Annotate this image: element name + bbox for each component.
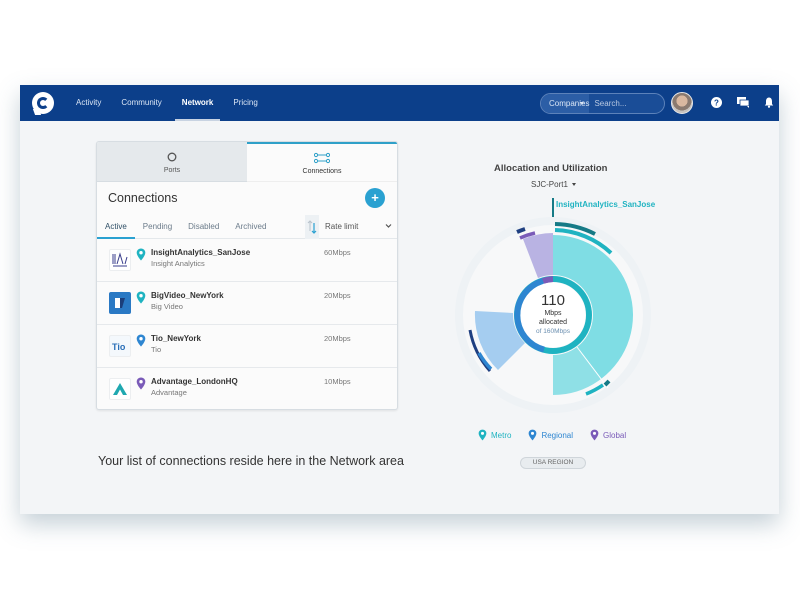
rate-limit: 20Mbps xyxy=(324,291,351,300)
connection-name: Advantage_LondonHQ xyxy=(151,377,238,386)
sort-direction-button[interactable] xyxy=(305,215,319,239)
bell-icon[interactable] xyxy=(762,96,775,109)
help-icon[interactable]: ? xyxy=(710,96,723,109)
port-label: SJC-Port1 xyxy=(531,180,568,189)
chart-legend: Metro Regional Global xyxy=(478,429,626,441)
legend-regional[interactable]: Regional xyxy=(528,429,573,441)
app-window: Activity Community Network Pricing Compa… xyxy=(20,85,779,514)
regional-tio-segment xyxy=(474,311,525,370)
legend-global[interactable]: Global xyxy=(590,429,626,441)
rate-limit: 20Mbps xyxy=(324,334,351,343)
connection-row[interactable]: Tio Tio_NewYork Tio 20Mbps xyxy=(97,325,397,368)
legend-global-label: Global xyxy=(603,430,627,440)
usa-region-button[interactable]: USA REGION xyxy=(520,457,586,469)
connection-name: BigVideo_NewYork xyxy=(151,291,224,300)
global-pin-icon xyxy=(590,429,599,441)
search-input[interactable] xyxy=(589,94,664,113)
nav-activity[interactable]: Activity xyxy=(76,98,102,107)
panel-title: Connections xyxy=(108,191,178,205)
search-scope-dropdown[interactable]: Companies xyxy=(541,94,590,113)
regional-pin-icon xyxy=(529,429,537,441)
chat-icon[interactable] xyxy=(736,96,749,109)
status-subtabs: Active Pending Disabled Archived Rate li… xyxy=(97,215,397,239)
caret-down-icon xyxy=(580,102,585,105)
connection-row[interactable]: BigVideo_NewYork Big Video 20Mbps xyxy=(97,282,397,325)
metro-bigvideo-segment xyxy=(553,347,601,395)
legend-metro[interactable]: Metro xyxy=(478,429,511,441)
sort-by-label: Rate limit xyxy=(325,222,359,231)
connections-icon xyxy=(314,152,330,163)
port-icon xyxy=(167,152,177,161)
callout-line xyxy=(552,198,554,218)
panel-tabs: Ports Connections xyxy=(97,142,397,182)
rate-limit: 10Mbps xyxy=(324,377,351,386)
svg-text:?: ? xyxy=(714,98,719,107)
connection-name: Tio_NewYork xyxy=(151,334,201,343)
company-logo-icon[interactable] xyxy=(32,92,54,115)
sort-arrows-icon xyxy=(307,220,317,234)
tab-connections[interactable]: Connections xyxy=(247,142,397,182)
connections-panel: Ports Connections Connections + Active P… xyxy=(96,141,398,410)
metro-pin-icon xyxy=(136,248,146,261)
top-icons: ? xyxy=(710,96,775,109)
subtab-disabled[interactable]: Disabled xyxy=(188,222,220,231)
company-name: Insight Analytics xyxy=(151,259,205,268)
nav-community[interactable]: Community xyxy=(121,98,162,107)
legend-metro-label: Metro xyxy=(491,430,512,440)
tab-ports[interactable]: Ports xyxy=(97,142,247,182)
nav-network[interactable]: Network xyxy=(172,85,224,121)
top-navigation-bar: Activity Community Network Pricing Compa… xyxy=(20,85,779,121)
user-avatar[interactable] xyxy=(671,92,693,114)
search-bar: Companies xyxy=(540,93,665,114)
subtab-pending[interactable]: Pending xyxy=(142,222,173,231)
tab-ports-label: Ports xyxy=(163,166,181,174)
chevron-down-icon xyxy=(385,224,392,228)
allocated-unit: Mbps xyxy=(544,310,562,317)
caret-down-icon xyxy=(571,183,576,187)
connection-row[interactable]: Advantage_LondonHQ Advantage 10Mbps xyxy=(97,368,397,409)
advantage-logo xyxy=(109,378,131,400)
nav-pricing[interactable]: Pricing xyxy=(233,98,258,107)
main-nav: Activity Community Network Pricing xyxy=(66,85,268,121)
svg-text:Tio: Tio xyxy=(112,342,126,352)
add-connection-button[interactable]: + xyxy=(365,188,385,208)
subtab-archived[interactable]: Archived xyxy=(235,222,267,231)
metro-pin-icon xyxy=(136,291,146,304)
allocation-title: Allocation and Utilization xyxy=(494,163,608,174)
big-video-logo xyxy=(109,292,131,314)
company-name: Tio xyxy=(151,345,162,354)
metro-insight-segment xyxy=(553,235,633,379)
panel-header: Connections + xyxy=(97,182,397,215)
connection-row[interactable]: InsightAnalytics_SanJose Insight Analyti… xyxy=(97,239,397,282)
allocation-center-label: 110 Mbps allocated of 160Mbps xyxy=(513,293,593,337)
company-name: Advantage xyxy=(151,388,187,397)
rate-limit: 60Mbps xyxy=(324,248,351,257)
tio-logo: Tio xyxy=(109,335,131,357)
port-dropdown[interactable]: SJC-Port1 xyxy=(531,180,576,189)
legend-regional-label: Regional xyxy=(541,430,574,440)
global-pin-icon xyxy=(136,377,146,390)
onboarding-caption: Your list of connections reside here in … xyxy=(98,454,404,468)
tab-connections-label: Connections xyxy=(302,167,342,175)
global-advantage-segment xyxy=(523,233,553,278)
hovered-connection-label: InsightAnalytics_SanJose xyxy=(556,200,656,209)
allocated-value: 110 xyxy=(541,292,565,309)
capacity-total: of 160Mbps xyxy=(536,328,570,335)
regional-pin-icon xyxy=(136,334,146,347)
metro-pin-icon xyxy=(478,429,487,441)
connection-name: InsightAnalytics_SanJose xyxy=(151,248,251,257)
company-name: Big Video xyxy=(151,302,183,311)
search-scope-label: Companies xyxy=(549,99,590,108)
allocation-sunburst-chart[interactable] xyxy=(453,215,653,415)
sort-by-dropdown[interactable]: Rate limit xyxy=(319,215,397,239)
allocated-word: allocated xyxy=(538,319,568,326)
insight-analytics-logo xyxy=(109,249,131,271)
subtab-active[interactable]: Active xyxy=(97,215,135,239)
